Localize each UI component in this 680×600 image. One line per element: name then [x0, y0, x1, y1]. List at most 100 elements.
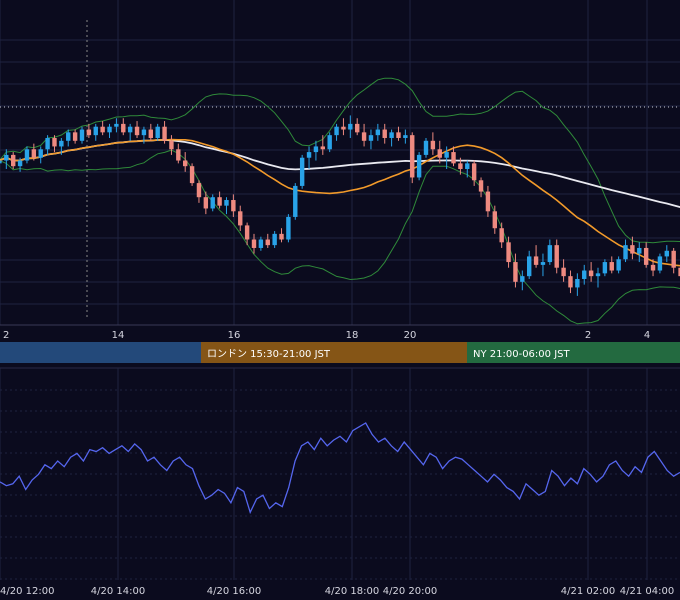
candle-up[interactable]: [657, 253, 663, 274]
candle-down[interactable]: [341, 118, 346, 136]
candle-up[interactable]: [107, 123, 112, 138]
candle-down[interactable]: [279, 228, 284, 243]
candle-down[interactable]: [238, 205, 243, 232]
candle-up[interactable]: [416, 152, 422, 181]
candle-up[interactable]: [258, 236, 264, 251]
candle-down[interactable]: [31, 143, 37, 161]
candle-up[interactable]: [368, 129, 374, 150]
candle-down[interactable]: [189, 163, 195, 186]
candle-down[interactable]: [354, 118, 360, 136]
candle-down[interactable]: [561, 259, 566, 282]
candle-up[interactable]: [79, 126, 85, 144]
candle-up[interactable]: [582, 264, 587, 285]
candle-up[interactable]: [45, 135, 50, 155]
candle-up[interactable]: [389, 129, 394, 147]
candle-up[interactable]: [4, 149, 9, 169]
candle-down[interactable]: [650, 259, 656, 277]
session-ny-block[interactable]: [467, 342, 680, 363]
candle-up[interactable]: [313, 140, 319, 161]
candle-down[interactable]: [244, 222, 250, 246]
candle-down[interactable]: [451, 146, 456, 167]
candle-up[interactable]: [616, 256, 621, 274]
candle-down[interactable]: [162, 121, 167, 144]
candle-up[interactable]: [375, 123, 381, 141]
candle-down[interactable]: [478, 177, 484, 198]
candle-down[interactable]: [265, 233, 270, 248]
candle-down[interactable]: [217, 191, 222, 209]
candle-down[interactable]: [458, 157, 463, 175]
candle-down[interactable]: [86, 123, 92, 138]
candle-down[interactable]: [568, 270, 573, 294]
candle-down[interactable]: [554, 239, 559, 274]
candle-up[interactable]: [595, 267, 601, 288]
candle-down[interactable]: [231, 194, 236, 217]
candle-up[interactable]: [465, 160, 470, 178]
candle-up[interactable]: [272, 231, 277, 248]
candle-down[interactable]: [320, 135, 326, 155]
candle-down[interactable]: [396, 126, 401, 141]
candle-up[interactable]: [59, 137, 64, 155]
candle-down[interactable]: [533, 245, 539, 268]
candle-down[interactable]: [361, 123, 367, 147]
candle-down[interactable]: [678, 262, 680, 282]
candle-up[interactable]: [547, 239, 553, 265]
candle-down[interactable]: [630, 236, 635, 260]
candle-up[interactable]: [38, 146, 43, 164]
candle-up[interactable]: [24, 146, 30, 164]
candle-down[interactable]: [471, 160, 477, 186]
candle-up[interactable]: [403, 129, 408, 144]
candle-down[interactable]: [437, 140, 442, 164]
candle-up[interactable]: [520, 270, 525, 291]
candle-down[interactable]: [643, 242, 649, 268]
candle-down[interactable]: [499, 222, 504, 248]
candle-down[interactable]: [410, 132, 415, 184]
candle-up[interactable]: [334, 123, 339, 141]
candle-down[interactable]: [203, 191, 209, 215]
candle-down[interactable]: [52, 135, 57, 153]
candle-up[interactable]: [623, 239, 628, 263]
session-tokyo-block[interactable]: [0, 342, 201, 363]
candle-up[interactable]: [293, 183, 298, 220]
candle-up[interactable]: [127, 123, 133, 141]
candle-down[interactable]: [506, 236, 511, 268]
candle-up[interactable]: [306, 146, 312, 169]
candle-up[interactable]: [210, 194, 215, 212]
candle-up[interactable]: [423, 137, 429, 158]
candle-down[interactable]: [100, 121, 105, 136]
candle-down[interactable]: [134, 121, 140, 138]
candle-up[interactable]: [327, 132, 332, 153]
candle-down[interactable]: [671, 247, 676, 274]
candle-up[interactable]: [0, 155, 2, 175]
candle-up[interactable]: [664, 245, 670, 263]
candle-down[interactable]: [72, 129, 78, 144]
session-london-block[interactable]: [201, 342, 467, 363]
candle-up[interactable]: [66, 129, 71, 147]
candle-up[interactable]: [526, 250, 532, 279]
candle-down[interactable]: [196, 180, 202, 203]
candle-down[interactable]: [176, 143, 181, 164]
candle-up[interactable]: [155, 123, 160, 141]
candle-down[interactable]: [10, 152, 16, 169]
candle-down[interactable]: [382, 123, 387, 144]
candle-down[interactable]: [148, 123, 154, 141]
candle-down[interactable]: [492, 205, 498, 234]
candle-down[interactable]: [609, 256, 614, 274]
candle-up[interactable]: [444, 146, 449, 169]
candle-up[interactable]: [602, 259, 608, 277]
candle-up[interactable]: [348, 115, 353, 138]
candle-up[interactable]: [575, 273, 580, 296]
candle-down[interactable]: [121, 118, 126, 136]
candle-up[interactable]: [141, 126, 147, 144]
candle-down[interactable]: [513, 253, 518, 288]
candle-up[interactable]: [17, 157, 23, 172]
candle-up[interactable]: [224, 197, 229, 215]
candle-down[interactable]: [182, 152, 188, 172]
candle-up[interactable]: [114, 118, 119, 133]
candle-up[interactable]: [286, 214, 291, 243]
candle-up[interactable]: [540, 253, 546, 277]
candle-up[interactable]: [93, 123, 98, 141]
candle-down[interactable]: [251, 233, 257, 254]
candle-down[interactable]: [430, 132, 436, 155]
candle-down[interactable]: [588, 262, 594, 282]
candle-down[interactable]: [485, 185, 491, 217]
